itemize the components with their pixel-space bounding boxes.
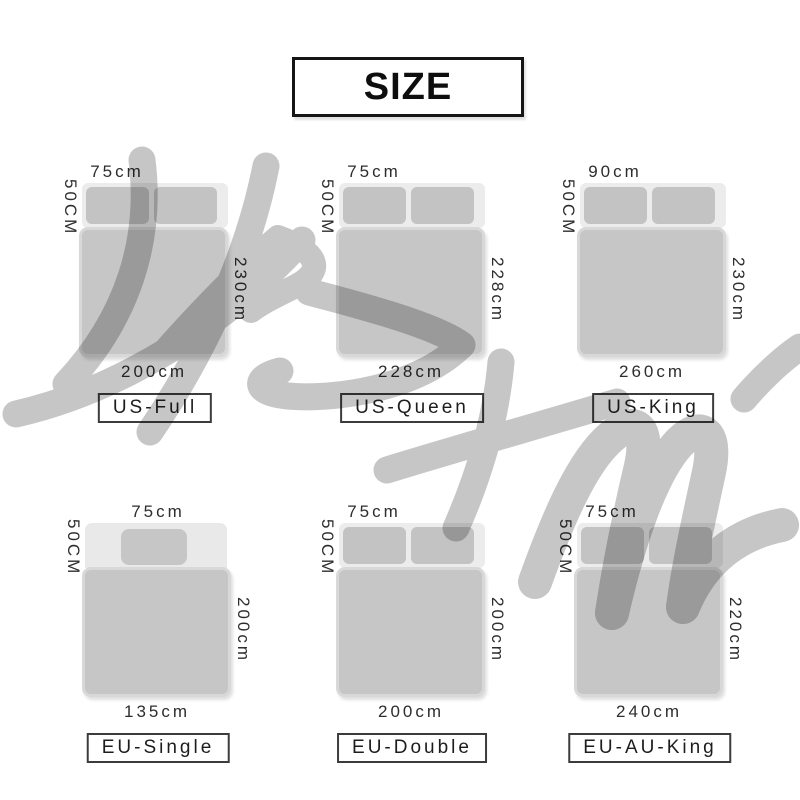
bed-width-label: 260cm [618, 362, 686, 381]
diagram-eu-au-king: 75cm 50CM 220cm 240cm EU-AU-King [550, 500, 750, 765]
bed [336, 227, 485, 357]
diagram-eu-single: 75cm 50CM 200cm 135cm EU-Single [58, 500, 258, 765]
pillow-left [581, 527, 644, 564]
size-name-badge: EU-Single [86, 733, 230, 763]
pillow-height-label: 50CM [559, 179, 578, 237]
pillow-height-label: 50CM [61, 179, 80, 237]
size-name-badge: US-Queen [340, 393, 484, 423]
pillows [343, 187, 474, 224]
pillow-width-label: 75cm [90, 162, 144, 181]
size-name-badge: US-King [592, 393, 714, 423]
pillow-height-label: 50CM [318, 519, 337, 577]
pillow-right [154, 187, 217, 224]
bed-width-label: 240cm [615, 702, 683, 721]
bed-length-label: 200cm [234, 597, 253, 664]
bed-length-label: 230cm [729, 257, 748, 324]
bed-width-label: 228cm [377, 362, 445, 381]
pillows [86, 187, 217, 224]
pillows [581, 527, 712, 564]
bed-length-label: 200cm [488, 597, 507, 664]
headboard-sheet [85, 523, 227, 568]
pillow-left [584, 187, 647, 224]
bed [82, 567, 231, 697]
pillow-width-label: 75cm [131, 502, 185, 521]
diagram-us-king: 90cm 50CM 230cm 260cm US-King [553, 160, 753, 425]
pillow-left [343, 527, 406, 564]
diagram-us-queen: 75cm 50CM 228cm 228cm US-Queen [312, 160, 512, 425]
bed-width-label: 135cm [123, 702, 191, 721]
bed [574, 567, 723, 697]
pillow-width-label: 75cm [585, 502, 639, 521]
pillow-right [652, 187, 715, 224]
diagram-eu-double: 75cm 50CM 200cm 200cm EU-Double [312, 500, 512, 765]
bed-length-label: 220cm [726, 597, 745, 664]
size-title: SIZE [363, 65, 453, 108]
size-name-badge: US-Full [97, 393, 213, 423]
pillow-width-label: 75cm [347, 502, 401, 521]
pillow-right [649, 527, 712, 564]
size-name-badge: EU-AU-King [568, 733, 732, 763]
bed-length-label: 228cm [488, 257, 507, 324]
pillow-height-label: 50CM [318, 179, 337, 237]
pillow-height-label: 50CM [556, 519, 575, 577]
bed-width-label: 200cm [120, 362, 188, 381]
pillow-single [121, 529, 187, 565]
size-title-box: SIZE [292, 57, 524, 117]
bed [336, 567, 485, 697]
pillow-left [343, 187, 406, 224]
diagram-us-full: 75cm 50CM 230cm 200cm US-Full [55, 160, 255, 425]
pillow-height-label: 50CM [64, 519, 83, 577]
pillow-left [86, 187, 149, 224]
pillows [584, 187, 715, 224]
bed-length-label: 230cm [231, 257, 250, 324]
pillow-width-label: 90cm [588, 162, 642, 181]
size-name-badge: EU-Double [337, 733, 487, 763]
bed-width-label: 200cm [377, 702, 445, 721]
pillow-right [411, 527, 474, 564]
bed [577, 227, 726, 357]
pillows [343, 527, 474, 564]
pillow-right [411, 187, 474, 224]
pillow-width-label: 75cm [347, 162, 401, 181]
bed [79, 227, 228, 357]
